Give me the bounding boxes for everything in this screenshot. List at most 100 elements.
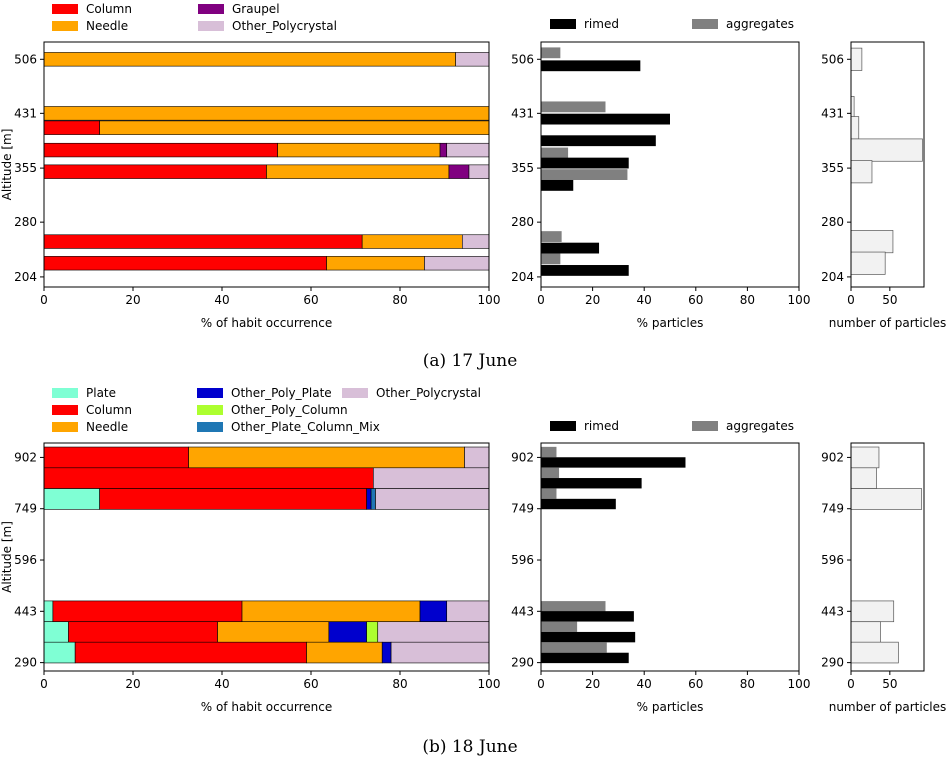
x-axis-label: number of particles [829, 316, 946, 330]
y-tick-label: 355 [14, 161, 37, 175]
legend-swatch-other-plate-column-mix [197, 422, 223, 432]
bar-column-350 [43, 164, 267, 179]
bar-column-381 [68, 621, 218, 643]
bar-aggregates-229 [541, 253, 561, 265]
y-tick-label: 902 [511, 450, 534, 464]
y-tick-label: 596 [821, 553, 844, 567]
bar-aggregates-856 [541, 467, 560, 479]
legend-label-other-plate-column-mix: Other_Plate_Column_Mix [231, 420, 380, 434]
caption-a: (a) 17 June [423, 351, 518, 371]
legend-label-aggregates: aggregates [726, 17, 794, 31]
bar-aggregates-918 [541, 446, 557, 458]
x-tick-label: 20 [585, 677, 600, 691]
y-tick-label: 443 [511, 604, 534, 618]
bar-aggregates-335 [541, 642, 607, 653]
y-tick-label: 902 [821, 450, 844, 464]
y-tick-label: 596 [511, 553, 534, 567]
x-tick-label: 60 [688, 293, 703, 307]
legend-swatch-plate [52, 388, 78, 398]
legend-label-column: Column [86, 403, 132, 417]
y-tick-label: 280 [511, 215, 534, 229]
bar-count-350 [850, 160, 873, 184]
bar-rimed-763 [541, 498, 616, 510]
y-tick-label: 443 [821, 604, 844, 618]
bar-plate-443 [43, 600, 54, 623]
y-tick-label: 506 [821, 52, 844, 66]
bar-rimed-393 [541, 135, 656, 147]
bar-graupel-380 [439, 142, 448, 158]
y-tick-label: 902 [14, 450, 37, 464]
x-tick-label: 50 [882, 293, 897, 307]
bar-rimed-423 [541, 113, 670, 125]
x-axis-label: % of habit occurrence [201, 316, 333, 330]
bar-needle-902 [188, 446, 465, 469]
bar-count-506 [850, 47, 863, 71]
bar-needle-431 [43, 106, 490, 121]
bar-count-320 [850, 641, 899, 664]
bar-rimed-304 [541, 652, 629, 664]
legend-swatch-other-polycrystal [342, 388, 368, 398]
bar-rimed-366 [541, 631, 636, 643]
bar-rimed-825 [541, 478, 642, 489]
bar-needle-350 [266, 164, 450, 179]
y-tick-label: 749 [14, 502, 37, 516]
axes-frame [43, 41, 490, 288]
bar-count-380 [850, 138, 923, 162]
x-tick-label: 60 [303, 293, 318, 307]
y-tick-label: 443 [14, 604, 37, 618]
legend-swatch-needle [52, 21, 78, 31]
bar-other-polycrystal-223 [424, 256, 490, 271]
y-tick-label: 749 [511, 502, 534, 516]
legend-label-plate: Plate [86, 386, 116, 400]
bar-aggregates-794 [541, 488, 557, 499]
x-tick-label: 0 [40, 677, 48, 691]
legend-label-other-polycrystal: Other_Polycrystal [232, 19, 337, 33]
x-tick-label: 80 [392, 293, 407, 307]
y-tick-label: 596 [14, 553, 37, 567]
bar-rimed-362 [541, 157, 629, 169]
bar-column-411 [43, 120, 100, 135]
x-tick-label: 0 [40, 293, 48, 307]
y-tick-label: 506 [511, 52, 534, 66]
bar-other-polycrystal-350 [468, 164, 490, 179]
x-tick-label: 0 [537, 677, 545, 691]
x-axis-label: % of habit occurrence [201, 700, 333, 714]
bar-needle-506 [43, 52, 456, 67]
bar-rimed-213 [541, 265, 629, 276]
bar-column-380 [43, 142, 278, 158]
axes-frame [540, 442, 800, 672]
bar-count-443 [850, 600, 895, 623]
bar-plate-381 [43, 621, 69, 643]
bar-needle-381 [217, 621, 330, 643]
bar-count-411 [850, 116, 860, 140]
bar-rimed-331 [541, 179, 574, 191]
axes-frame [43, 442, 490, 672]
x-tick-label: 40 [214, 293, 229, 307]
bar-other-polycrystal-840 [372, 467, 490, 489]
bar-other-polycrystal-506 [455, 52, 490, 67]
bar-graupel-350 [448, 164, 470, 179]
y-tick-label: 204 [511, 270, 534, 284]
bar-other-poly-plate-381 [328, 621, 367, 643]
legend-swatch-column [52, 4, 78, 14]
y-tick-label: 506 [14, 52, 37, 66]
x-tick-label: 40 [214, 677, 229, 691]
bar-other-polycrystal-320 [390, 641, 490, 664]
bar-plate-778 [43, 488, 100, 510]
bar-count-381 [850, 621, 881, 643]
x-tick-label: 0 [847, 677, 855, 691]
axes-frame [850, 41, 925, 288]
x-tick-label: 60 [688, 677, 703, 691]
bar-needle-223 [326, 256, 425, 271]
bar-other-polycrystal-902 [464, 446, 490, 469]
legend-swatch-needle [52, 422, 78, 432]
y-tick-label: 749 [821, 502, 844, 516]
x-tick-label: 80 [392, 677, 407, 691]
x-tick-label: 100 [478, 293, 501, 307]
legend-swatch-aggregates [692, 19, 718, 29]
y-tick-label: 204 [821, 270, 844, 284]
legend-label-other-poly-column: Other_Poly_Column [231, 403, 348, 417]
bar-count-902 [850, 446, 880, 469]
bar-rimed-497 [541, 60, 641, 72]
